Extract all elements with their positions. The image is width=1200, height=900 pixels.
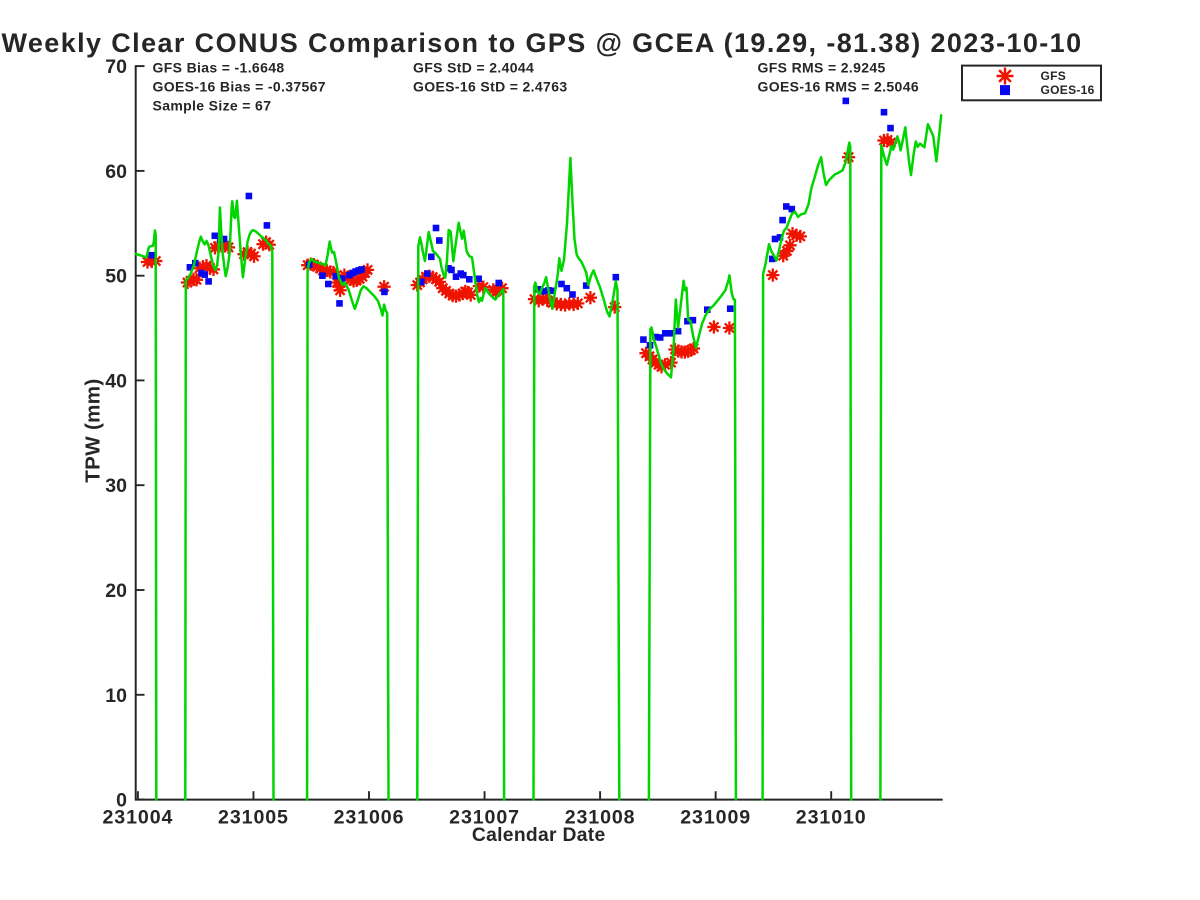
svg-text:60: 60	[105, 161, 127, 183]
svg-text:GFS: GFS	[1041, 69, 1067, 83]
svg-text:GFS Bias = -1.6648: GFS Bias = -1.6648	[153, 60, 285, 76]
svg-text:231004: 231004	[103, 806, 174, 828]
svg-text:GOES-16 Bias = -0.37567: GOES-16 Bias = -0.37567	[153, 78, 326, 94]
svg-text:30: 30	[105, 475, 127, 497]
svg-text:70: 70	[105, 56, 127, 78]
svg-text:TPW (mm): TPW (mm)	[82, 378, 105, 482]
svg-text:0: 0	[116, 790, 127, 812]
svg-text:231007: 231007	[449, 806, 520, 828]
svg-text:Weekly Clear CONUS Comparison: Weekly Clear CONUS Comparison to GPS @ G…	[2, 28, 1083, 58]
svg-text:231006: 231006	[334, 806, 405, 828]
svg-text:10: 10	[105, 685, 127, 707]
svg-text:50: 50	[105, 266, 127, 288]
svg-text:GFS StD = 2.4044: GFS StD = 2.4044	[413, 60, 534, 76]
svg-text:231009: 231009	[680, 806, 751, 828]
svg-text:231010: 231010	[796, 806, 867, 828]
svg-text:GOES-16: GOES-16	[1041, 83, 1095, 97]
svg-text:40: 40	[105, 370, 127, 392]
svg-text:231008: 231008	[565, 806, 636, 828]
svg-text:20: 20	[105, 580, 127, 602]
svg-text:Sample Size = 67: Sample Size = 67	[153, 98, 272, 114]
svg-text:GOES-16 StD = 2.4763: GOES-16 StD = 2.4763	[413, 78, 567, 94]
svg-text:Calendar Date: Calendar Date	[472, 825, 606, 846]
svg-text:231005: 231005	[218, 806, 289, 828]
svg-text:GFS RMS = 2.9245: GFS RMS = 2.9245	[758, 60, 886, 76]
svg-text:GOES-16 RMS = 2.5046: GOES-16 RMS = 2.5046	[758, 78, 919, 94]
